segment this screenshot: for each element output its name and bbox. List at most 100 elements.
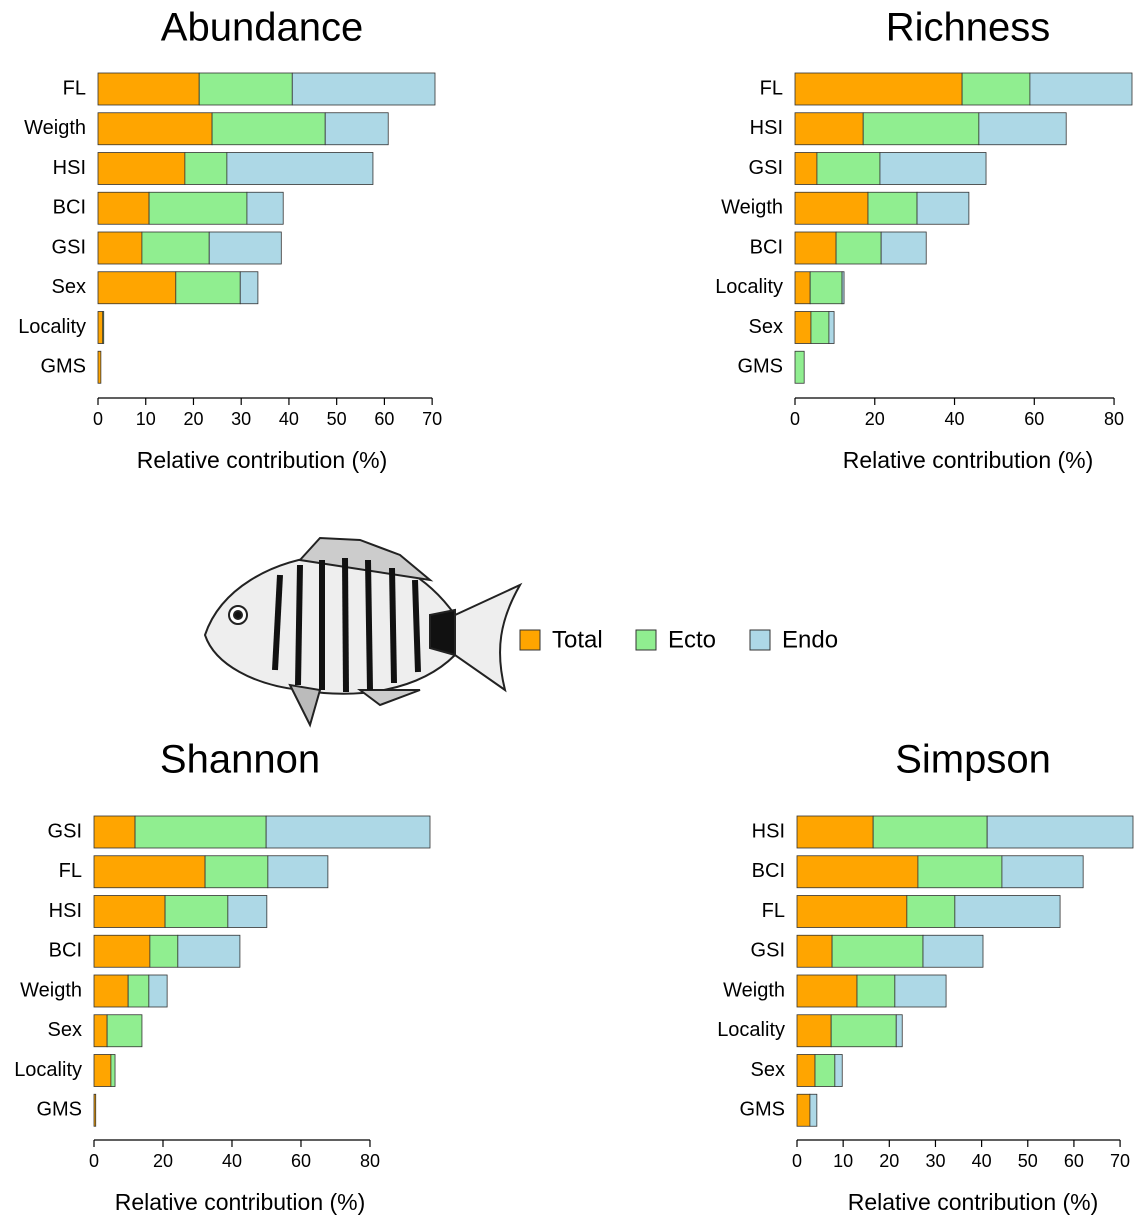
bar-segment xyxy=(832,935,923,967)
bar-segment xyxy=(797,856,918,888)
y-tick-label: HSI xyxy=(750,117,783,139)
y-tick-label: FL xyxy=(63,77,86,99)
bar-segment xyxy=(292,73,435,105)
bar-segment xyxy=(797,1015,831,1047)
bar-segment xyxy=(881,232,926,264)
bar-segment xyxy=(795,272,810,304)
bar-segment xyxy=(987,816,1133,848)
bar-segment xyxy=(142,232,209,264)
y-tick-label: GSI xyxy=(52,236,86,258)
y-tick-label: Weigth xyxy=(20,979,82,1001)
bar-segment xyxy=(1002,856,1083,888)
bar-segment xyxy=(94,1015,107,1047)
bar-segment xyxy=(266,816,430,848)
bar-segment xyxy=(176,272,240,304)
x-tick-label: 40 xyxy=(945,409,965,429)
bar-segment xyxy=(873,816,987,848)
x-tick-label: 80 xyxy=(1104,409,1124,429)
bar-segment xyxy=(917,192,969,224)
bar-segment xyxy=(149,192,247,224)
x-tick-label: 40 xyxy=(279,409,299,429)
bar-segment xyxy=(815,1055,835,1087)
bar-segment xyxy=(868,192,917,224)
bar-segment xyxy=(227,153,373,185)
y-tick-label: HSI xyxy=(752,820,785,842)
bar-segment xyxy=(94,816,135,848)
x-tick-label: 20 xyxy=(865,409,885,429)
y-tick-label: Locality xyxy=(14,1059,82,1081)
x-tick-label: 10 xyxy=(833,1151,853,1171)
bar-segment xyxy=(810,272,842,304)
bar-segment xyxy=(797,816,873,848)
bar-segment xyxy=(98,73,199,105)
chart-panel: RichnessFLHSIGSIWeigthBCILocalitySexGMS0… xyxy=(715,6,1132,474)
bar-segment xyxy=(325,113,388,145)
bar-segment xyxy=(185,153,227,185)
x-tick-label: 0 xyxy=(790,409,800,429)
bar-segment xyxy=(829,312,834,344)
bar-segment xyxy=(199,73,292,105)
bar-segment xyxy=(857,975,895,1007)
bar-segment xyxy=(98,192,149,224)
x-tick-label: 70 xyxy=(1110,1151,1130,1171)
y-tick-label: Sex xyxy=(52,276,86,298)
y-tick-label: GMS xyxy=(739,1099,785,1121)
y-tick-label: BCI xyxy=(49,940,82,962)
bar-segment xyxy=(103,312,104,344)
bar-segment xyxy=(94,896,165,928)
y-tick-label: FL xyxy=(760,77,783,99)
bar-segment xyxy=(880,153,986,185)
bar-segment xyxy=(835,1055,842,1087)
y-tick-label: Sex xyxy=(749,316,783,338)
bar-segment xyxy=(209,232,281,264)
fish-illustration xyxy=(205,538,520,725)
x-tick-label: 80 xyxy=(360,1151,380,1171)
y-tick-label: GSI xyxy=(751,940,785,962)
bar-segment xyxy=(94,1055,111,1087)
bar-segment xyxy=(94,975,128,1007)
bar-segment xyxy=(111,1055,115,1087)
y-tick-label: Weigth xyxy=(721,197,783,219)
legend-swatch xyxy=(750,630,770,650)
x-tick-label: 60 xyxy=(1064,1151,1084,1171)
bar-segment xyxy=(94,856,205,888)
x-tick-label: 0 xyxy=(93,409,103,429)
bar-segment xyxy=(979,113,1066,145)
bar-segment xyxy=(896,1015,902,1047)
bar-segment xyxy=(98,232,142,264)
bar-segment xyxy=(240,272,258,304)
legend-swatch xyxy=(636,630,656,650)
bar-segment xyxy=(836,232,881,264)
bar-segment xyxy=(149,975,167,1007)
y-tick-label: Weigth xyxy=(723,979,785,1001)
x-axis-label: Relative contribution (%) xyxy=(843,447,1094,473)
bar-segment xyxy=(795,232,836,264)
bar-segment xyxy=(1030,73,1132,105)
x-tick-label: 60 xyxy=(1024,409,1044,429)
bar-segment xyxy=(797,1094,810,1126)
bar-segment xyxy=(135,816,266,848)
bar-segment xyxy=(955,896,1060,928)
bar-segment xyxy=(895,975,946,1007)
bar-segment xyxy=(918,856,1002,888)
chart-title: Shannon xyxy=(160,738,320,782)
chart-title: Abundance xyxy=(161,6,363,50)
y-tick-label: BCI xyxy=(752,860,785,882)
y-tick-label: Weigth xyxy=(24,117,86,139)
x-tick-label: 30 xyxy=(925,1151,945,1171)
bar-segment xyxy=(811,312,829,344)
bar-segment xyxy=(205,856,268,888)
y-tick-label: Locality xyxy=(717,1019,785,1041)
bar-segment xyxy=(795,153,817,185)
y-tick-label: BCI xyxy=(750,236,783,258)
bar-segment xyxy=(810,1094,817,1126)
bar-segment xyxy=(797,896,907,928)
bar-segment xyxy=(962,73,1030,105)
x-axis-label: Relative contribution (%) xyxy=(137,447,388,473)
bar-segment xyxy=(150,935,178,967)
x-axis-label: Relative contribution (%) xyxy=(115,1189,366,1215)
y-tick-label: GMS xyxy=(40,356,86,378)
